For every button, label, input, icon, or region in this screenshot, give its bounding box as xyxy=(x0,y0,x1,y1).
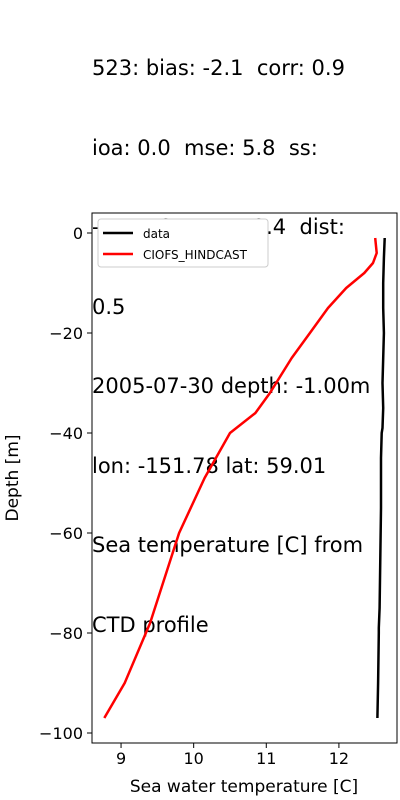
legend-label: CIOFS_HINDCAST xyxy=(143,248,248,262)
title-line: lon: -151.78 lat: 59.01 xyxy=(92,453,327,478)
title-line: 523: bias: -2.1 corr: 0.9 xyxy=(92,56,345,80)
plot-frame xyxy=(91,212,398,744)
x-tick-label: 9 xyxy=(116,749,126,768)
title-line: 0.5 xyxy=(92,294,126,319)
legend-label: data xyxy=(143,227,170,241)
title-line: 2005-07-30 depth: -1.00m xyxy=(92,374,371,398)
series-layer xyxy=(103,237,386,719)
y-tick-label: −40 xyxy=(49,424,83,443)
y-tick-label: −20 xyxy=(49,324,83,343)
x-tick-label: 11 xyxy=(256,749,276,768)
x-tick-label: 12 xyxy=(329,749,349,768)
y-tick-label: −60 xyxy=(49,524,83,543)
series-line-data xyxy=(376,237,386,719)
legend-box xyxy=(97,218,269,268)
y-tick-label: −100 xyxy=(39,724,83,743)
axis-ticks: 9 10 11 12 0 −20 −40 −60 −80 −100 xyxy=(39,224,349,768)
title-line: Sea temperature [C] from xyxy=(92,533,364,557)
y-tick-label: 0 xyxy=(73,224,83,243)
x-tick-label: 10 xyxy=(183,749,203,768)
series-line-ciofs-hindcast xyxy=(103,237,378,719)
legend: data CIOFS_HINDCAST xyxy=(97,218,269,268)
x-axis-label: Sea water temperature [C] xyxy=(130,777,358,797)
y-tick-label: −80 xyxy=(49,624,83,643)
title-line: ioa: 0.0 mse: 5.8 ss: xyxy=(92,135,318,160)
chart-title: 523: bias: -2.1 corr: 0.9 ioa: 0.0 mse: … xyxy=(92,2,398,665)
y-axis-label: Depth [m] xyxy=(3,434,23,521)
